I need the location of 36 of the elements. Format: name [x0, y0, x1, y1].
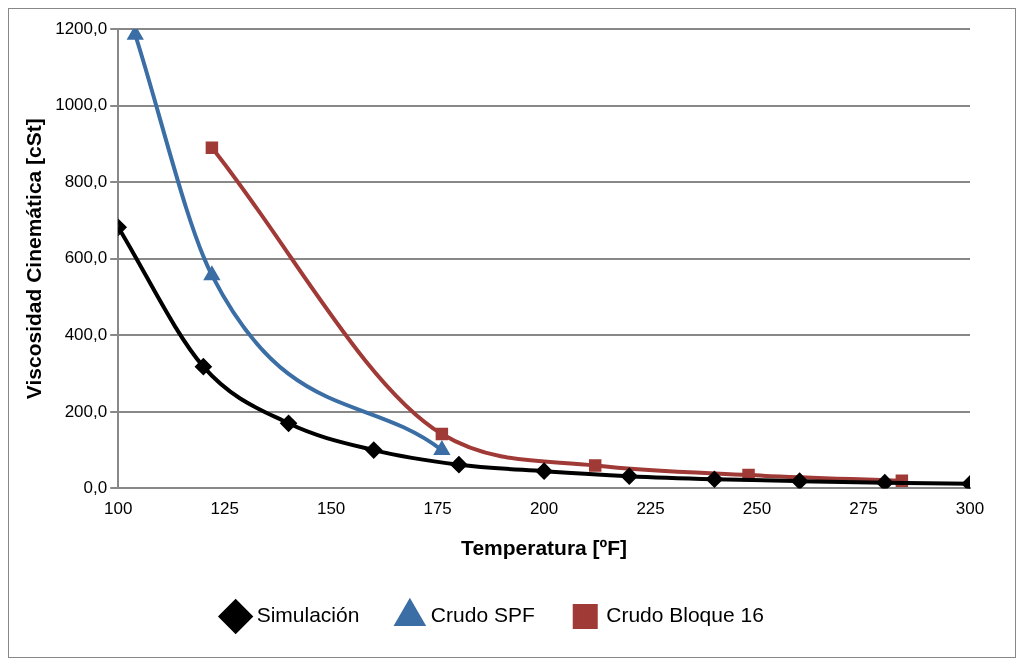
- point: [128, 29, 143, 40]
- point: [621, 468, 638, 485]
- point: [450, 456, 467, 473]
- point: [365, 442, 382, 459]
- y-tick-label: 0,0: [83, 478, 108, 498]
- x-tick-label: 200: [529, 499, 559, 519]
- y-axis-title: Viscosidad Cinemática [cSt]: [22, 118, 46, 400]
- x-tick-label: 250: [742, 499, 772, 519]
- point: [204, 267, 220, 281]
- point: [205, 141, 219, 154]
- x-tick-label: 125: [210, 499, 239, 519]
- y-tick-label: 1200,0: [55, 18, 108, 38]
- point: [435, 427, 449, 441]
- x-tick-label: 175: [423, 499, 452, 519]
- legend-label: Simulación: [256, 603, 360, 627]
- y-tick-label: 200,0: [64, 401, 108, 421]
- point: [588, 459, 602, 472]
- point: [706, 471, 723, 488]
- point: [876, 474, 893, 489]
- point: [434, 442, 450, 456]
- point: [195, 358, 212, 375]
- x-tick-label: 225: [636, 499, 665, 519]
- point: [536, 463, 553, 480]
- x-axis-title: Temperatura [ºF]: [461, 536, 628, 560]
- y-tick-label: 400,0: [64, 324, 108, 344]
- legend-label: Crudo SPF: [430, 603, 535, 627]
- y-tick-label: 1000,0: [55, 95, 108, 115]
- point: [791, 473, 808, 489]
- x-tick-label: 300: [955, 499, 985, 519]
- x-tick-label: 275: [849, 499, 878, 519]
- point: [280, 415, 297, 432]
- x-tick-label: 100: [104, 499, 133, 519]
- legend-label: Crudo Bloque 16: [606, 603, 764, 627]
- x-tick-label: 150: [316, 499, 346, 519]
- y-tick-label: 800,0: [64, 171, 108, 191]
- y-tick-label: 600,0: [64, 248, 108, 268]
